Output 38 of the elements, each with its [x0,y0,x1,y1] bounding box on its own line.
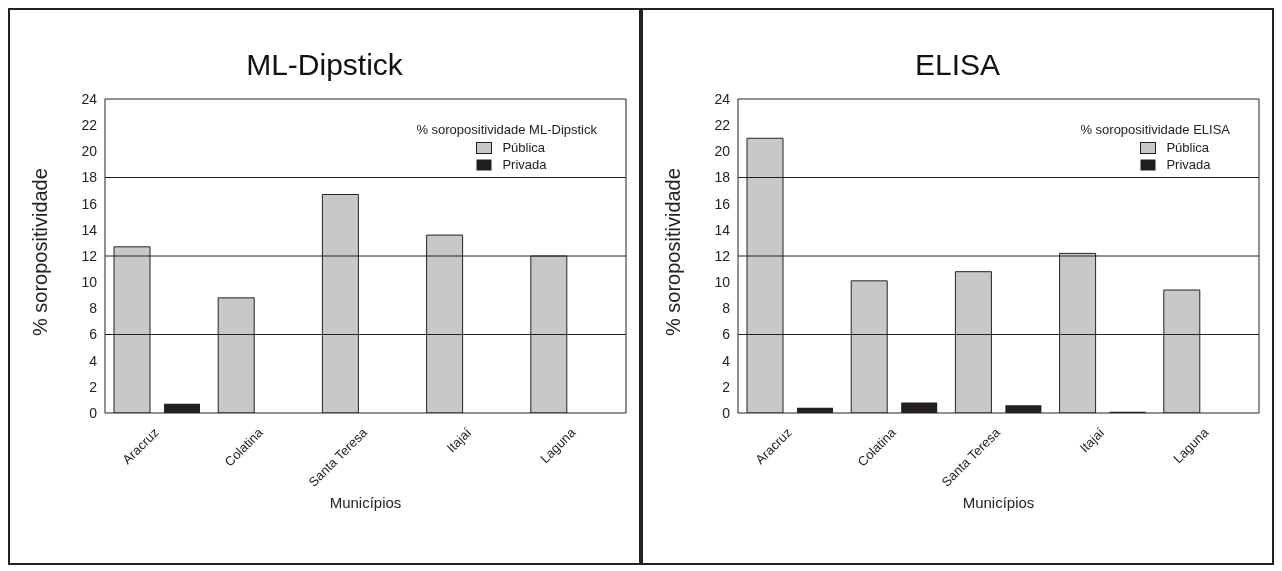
y-tick-label: 0 [89,404,98,421]
y-tick-label: 22 [714,117,731,134]
y-tick-label: 12 [81,247,98,264]
legend-label: Privada [502,157,547,172]
y-tick-label: 16 [81,195,98,212]
y-tick-label: 14 [714,221,731,238]
y-tick-label: 14 [81,221,98,238]
y-tick-label: 2 [89,378,98,395]
y-tick-label: 10 [81,274,98,291]
legend-label: Privada [1166,157,1211,172]
y-tick-label: 18 [714,169,731,186]
y-tick-label: 0 [722,404,731,421]
y-tick-label: 8 [89,300,98,317]
y-tick-label: 20 [714,143,731,160]
y-tick-label: 20 [81,143,98,160]
y-tick-label: 6 [722,326,731,343]
chart-title: ML-Dipstick [245,48,404,83]
legend-title: % soropositividade ML-Dipstick [416,122,597,137]
y-tick-label: 6 [89,326,98,343]
y-tick-label: 8 [722,300,731,317]
chart-title: ELISA [913,48,1002,83]
y-axis-title: % soropositividade [662,168,685,336]
y-tick-label: 10 [714,274,731,291]
legend-title: % soropositividade ELISA [1080,122,1230,137]
legend-label: Pública [502,140,546,155]
y-tick-label: 12 [714,247,731,264]
y-tick-label: 4 [89,352,98,369]
y-tick-label: 16 [714,195,731,212]
y-tick-label: 18 [81,169,98,186]
y-tick-label: 2 [722,378,731,395]
y-tick-label: 22 [81,117,98,134]
y-tick-label: 24 [714,90,731,107]
y-tick-label: 4 [722,352,731,369]
x-axis-title: Municípios [962,494,1035,511]
legend-label: Pública [1166,140,1210,155]
y-tick-label: 24 [81,90,98,107]
y-axis-title: % soropositividade [29,168,52,336]
x-axis-title: Municípios [329,494,402,511]
